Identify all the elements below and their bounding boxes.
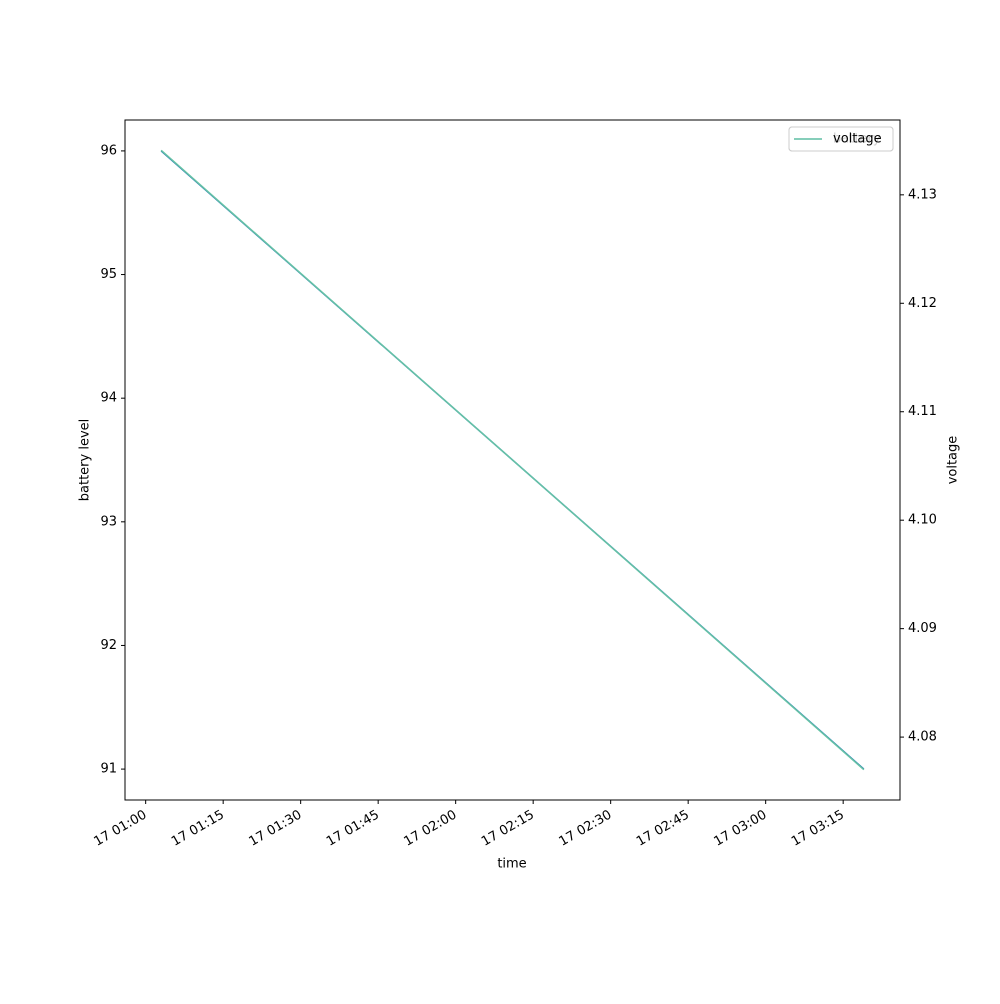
y2-tick-label: 4.12 (908, 296, 937, 311)
y-tick-label: 96 (100, 143, 117, 158)
y2-axis-label: voltage (946, 436, 961, 485)
y2-tick-label: 4.10 (908, 513, 937, 528)
x-axis-label: time (497, 857, 526, 872)
y-tick-label: 93 (100, 514, 117, 529)
y2-tick-label: 4.13 (908, 187, 937, 202)
y-tick-label: 91 (100, 762, 117, 777)
y2-tick-label: 4.09 (908, 621, 937, 636)
y-axis-label: battery level (78, 419, 93, 502)
y-tick-label: 95 (100, 267, 117, 282)
y2-tick-label: 4.08 (908, 730, 937, 745)
plot-frame (124, 119, 901, 801)
line-series (160, 149, 865, 771)
y2-tick-label: 4.11 (908, 404, 937, 419)
y-tick-label: 92 (100, 638, 117, 653)
legend-label: voltage (833, 132, 882, 147)
y-tick-label: 94 (100, 391, 117, 406)
legend-box (788, 126, 894, 152)
